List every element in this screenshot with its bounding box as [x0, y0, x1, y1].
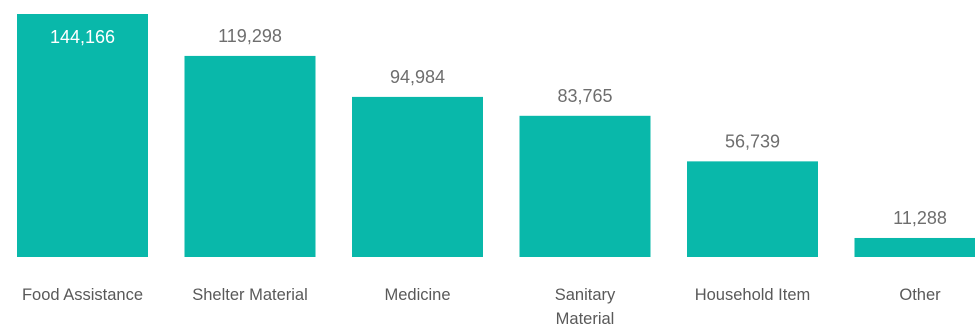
category-label-household-item: Household Item [695, 286, 811, 304]
category-label-other: Other [899, 286, 941, 304]
bars-layer [17, 14, 975, 257]
category-label-food-assistance: Food Assistance [22, 286, 143, 304]
bar-sanitary-material [520, 116, 651, 257]
category-labels-layer: Food Assistance Shelter Material Medicine S… [22, 286, 941, 328]
value-label-household-item: 56,739 [725, 131, 780, 151]
category-label-medicine: Medicine [384, 286, 450, 304]
value-label-medicine: 94,984 [390, 67, 445, 87]
value-label-shelter-material: 119,298 [218, 26, 282, 46]
value-label-sanitary-material: 83,765 [557, 86, 612, 106]
category-label-line: Food Assistance [22, 286, 143, 304]
category-label-line: Medicine [384, 286, 450, 304]
bar-food-assistance [17, 14, 148, 257]
category-label-line: Sanitary [555, 286, 616, 304]
bar-medicine [352, 97, 483, 257]
value-label-food-assistance: 144,166 [50, 27, 115, 47]
category-label-line: Material [556, 310, 615, 328]
category-label-line: Other [899, 286, 941, 304]
bar-shelter-material [185, 56, 316, 257]
category-label-line: Shelter Material [192, 286, 308, 304]
category-label-sanitary-material: Sanitary Material [555, 286, 616, 328]
value-label-other: 11,288 [893, 208, 947, 228]
bar-household-item [687, 161, 818, 257]
bar-other [855, 238, 975, 257]
category-label-line: Household Item [695, 286, 811, 304]
category-label-shelter-material: Shelter Material [192, 286, 308, 304]
